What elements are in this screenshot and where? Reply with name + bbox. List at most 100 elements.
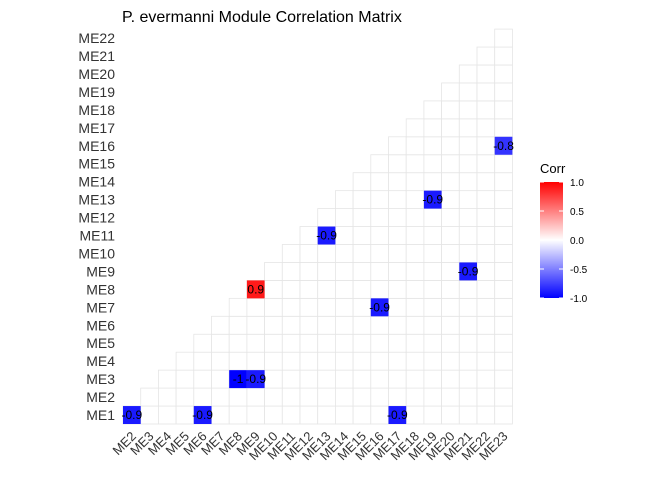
heatmap-cell <box>246 280 265 299</box>
grid-cell <box>494 244 513 263</box>
legend-tick-label: 0.0 <box>570 236 584 247</box>
legend-colorbar <box>540 182 563 298</box>
grid-cell <box>423 369 442 389</box>
grid-cell <box>441 226 460 245</box>
grid-cell <box>458 405 478 425</box>
grid-cell <box>476 82 496 102</box>
grid-cell <box>441 279 460 299</box>
grid-cell <box>476 405 496 425</box>
grid-cell <box>352 244 372 263</box>
grid-cell <box>494 100 513 120</box>
grid-cell <box>352 369 372 389</box>
grid-cell <box>494 315 513 335</box>
heatmap-cell <box>317 226 336 245</box>
grid-cell <box>441 100 460 120</box>
x-axis-ticks: ME2ME3ME4ME5ME6ME7ME8ME9ME10ME11ME12ME13… <box>109 429 510 464</box>
grid-cell <box>476 118 496 138</box>
grid-cell <box>476 208 496 227</box>
grid-cell <box>281 333 301 353</box>
grid-cell <box>388 172 407 192</box>
grid-cell <box>458 387 478 407</box>
grid-cell <box>423 387 442 407</box>
grid-cell <box>317 333 336 353</box>
grid-cell <box>441 369 460 389</box>
grid-cell <box>388 333 407 353</box>
grid-cell <box>370 172 389 192</box>
y-tick-label: ME8 <box>86 281 115 297</box>
y-tick-label: ME20 <box>78 66 115 82</box>
grid-cell <box>423 262 442 281</box>
grid-cell <box>441 262 460 281</box>
grid-cell <box>334 405 354 425</box>
legend-ticks: 1.0 0.5 0.0 -0.5 -1.0 <box>540 178 588 305</box>
grid-cell <box>317 369 336 389</box>
grid-cell <box>352 208 372 227</box>
grid-cell <box>281 315 301 335</box>
grid-cell <box>494 369 513 389</box>
grid-cell <box>423 208 442 227</box>
y-tick-label: ME4 <box>86 353 115 369</box>
grid-cell <box>281 387 301 407</box>
grid-cell <box>370 244 389 263</box>
grid-cell <box>476 154 496 174</box>
grid-cell <box>423 118 442 138</box>
grid-cell <box>388 351 407 371</box>
y-tick-label: ME7 <box>86 299 115 315</box>
grid-cell <box>458 118 478 138</box>
grid-cell <box>352 190 372 209</box>
grid-cell <box>388 387 407 407</box>
grid-cell <box>476 262 496 281</box>
grid-cell <box>299 262 319 281</box>
grid-cell <box>476 226 496 245</box>
grid-cell <box>317 405 336 425</box>
cell-value-label: -0.8 <box>493 139 514 153</box>
grid-cell <box>388 369 407 389</box>
grid-cell <box>246 297 265 317</box>
grid-cell <box>246 405 265 425</box>
grid-cell <box>264 315 283 335</box>
y-tick-label: ME15 <box>78 156 115 172</box>
grid-cell <box>405 333 425 353</box>
grid-cell <box>405 244 425 263</box>
heatmap-cell <box>193 406 212 424</box>
grid-cell <box>405 351 425 371</box>
y-tick-label: ME14 <box>78 174 115 190</box>
grid-cell <box>458 369 478 389</box>
grid-cell <box>299 387 319 407</box>
cells-layer <box>123 136 513 424</box>
cell-value-label: -0.9 <box>387 408 408 422</box>
grid-cell <box>476 369 496 389</box>
grid-cell <box>476 100 496 120</box>
grid-cell <box>405 118 425 138</box>
grid-cell <box>175 405 195 425</box>
grid-cell <box>334 208 354 227</box>
grid-cell <box>334 244 354 263</box>
cell-value-label: -0.9 <box>458 264 479 278</box>
grid-cell <box>264 297 283 317</box>
heatmap-cell <box>370 298 389 317</box>
grid-cell <box>494 118 513 138</box>
grid-cell <box>405 297 425 317</box>
grid-cell <box>423 136 442 156</box>
y-tick-label: ME12 <box>78 210 115 226</box>
y-tick-label: ME11 <box>79 228 115 244</box>
grid-cell <box>352 172 372 192</box>
grid-cell <box>352 351 372 371</box>
y-tick-label: ME16 <box>78 138 115 154</box>
grid-cell <box>281 369 301 389</box>
grid-cell <box>405 405 425 425</box>
grid-cell <box>458 244 478 263</box>
grid-cell <box>494 172 513 192</box>
cell-value-label: -0.9 <box>369 300 390 314</box>
grid-cell <box>317 351 336 371</box>
grid-cell <box>441 315 460 335</box>
grid-cell <box>140 387 159 407</box>
grid-cell <box>264 333 283 353</box>
grid-cell <box>458 190 478 209</box>
grid-cell <box>458 172 478 192</box>
grid-cell <box>405 190 425 209</box>
grid-cell <box>228 351 248 371</box>
grid-cell <box>193 387 212 407</box>
grid-cell <box>441 297 460 317</box>
grid-cell <box>388 297 407 317</box>
